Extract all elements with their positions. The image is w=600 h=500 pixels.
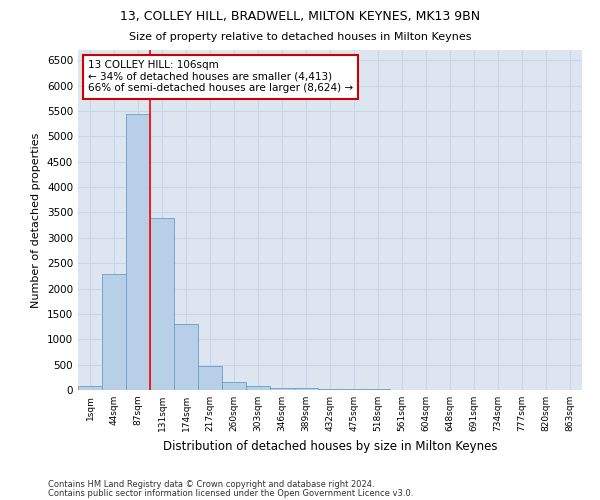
Bar — [126, 114, 150, 390]
Bar — [102, 274, 126, 390]
Text: 13, COLLEY HILL, BRADWELL, MILTON KEYNES, MK13 9BN: 13, COLLEY HILL, BRADWELL, MILTON KEYNES… — [120, 10, 480, 23]
Text: 13 COLLEY HILL: 106sqm
← 34% of detached houses are smaller (4,413)
66% of semi-: 13 COLLEY HILL: 106sqm ← 34% of detached… — [88, 60, 353, 94]
Bar — [294, 388, 318, 390]
Bar — [270, 388, 294, 390]
Y-axis label: Number of detached properties: Number of detached properties — [31, 132, 41, 308]
X-axis label: Distribution of detached houses by size in Milton Keynes: Distribution of detached houses by size … — [163, 440, 497, 452]
Bar — [174, 324, 198, 390]
Bar — [222, 382, 246, 390]
Bar — [150, 218, 174, 390]
Text: Size of property relative to detached houses in Milton Keynes: Size of property relative to detached ho… — [129, 32, 471, 42]
Bar — [198, 366, 222, 390]
Bar — [318, 389, 342, 390]
Bar — [246, 386, 270, 390]
Bar — [342, 389, 366, 390]
Bar — [78, 386, 102, 390]
Text: Contains public sector information licensed under the Open Government Licence v3: Contains public sector information licen… — [48, 488, 413, 498]
Text: Contains HM Land Registry data © Crown copyright and database right 2024.: Contains HM Land Registry data © Crown c… — [48, 480, 374, 489]
